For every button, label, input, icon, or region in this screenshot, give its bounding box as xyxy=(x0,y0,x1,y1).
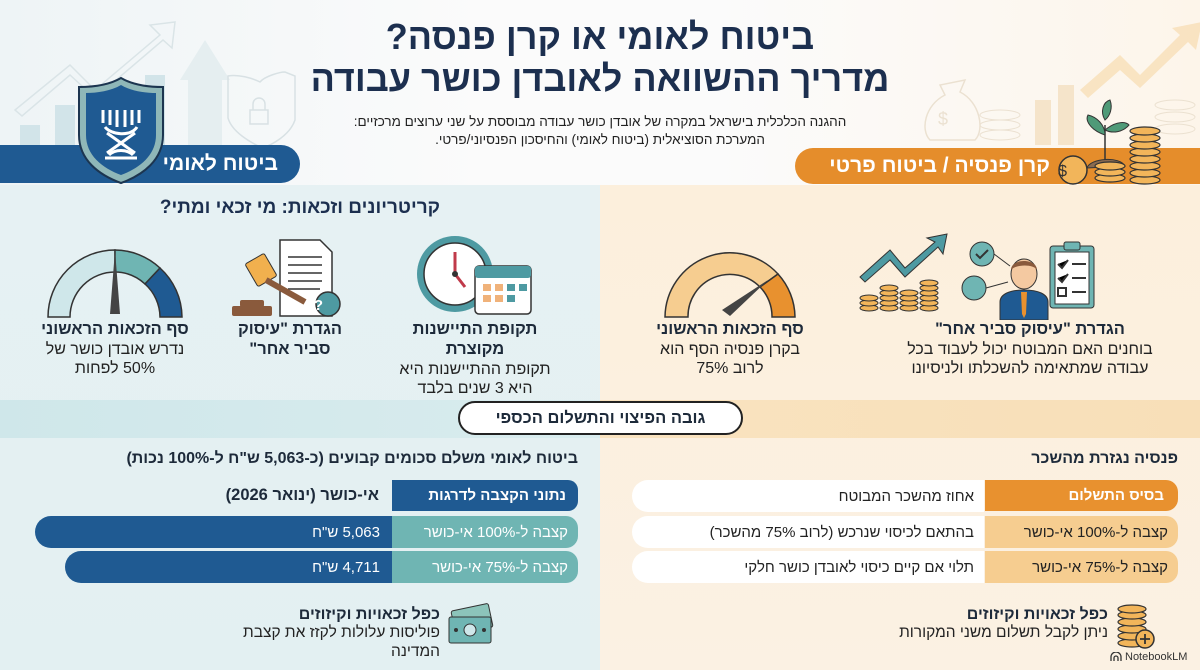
coins-growth-icon xyxy=(859,233,948,312)
cash-bills-icon xyxy=(448,603,494,644)
criteria-item-threshold-private: סף הזכאות הראשוני בקרן פנסיה הסף הוא לרו… xyxy=(650,232,810,378)
criteria-text: 50% לפחות xyxy=(74,359,156,377)
criteria-heading: סף הזכאות הראשוני xyxy=(41,320,189,338)
left-table-row-label: קצבה ל-75% אי-כושר xyxy=(392,551,578,583)
footnote-heading: כפל זכאויות וקיזוזים xyxy=(298,606,440,623)
national-insurance-title: ביטוח לאומי xyxy=(162,152,278,175)
criteria-item-reasonable-job-private: הגדרת "עיסוק סביר אחר" בוחנים האם המבוטח… xyxy=(880,232,1180,378)
criteria-text: תקופת ההתיישנות היא xyxy=(399,360,551,378)
pension-fund-title: קרן פנסיה / ביטוח פרטי xyxy=(829,154,1050,177)
money-growth-decor-icon: $ xyxy=(924,22,1200,145)
criteria-heading-cont: סביר אחר" xyxy=(249,339,331,358)
subtitle-line-1: ההגנה הכלכלית בישראל במקרה של אובדן כושר… xyxy=(353,114,847,129)
footnote-text: ניתן לקבל תשלום משני המקורות xyxy=(899,624,1108,642)
gauge-icon xyxy=(47,249,183,318)
page-title: ביטוח לאומי או קרן פנסה? מדריך ההשוואה ל… xyxy=(300,18,900,98)
person-checklist-icon xyxy=(961,241,1095,320)
right-payment-heading: פנסיה נגזרת מהשכר xyxy=(1031,450,1178,467)
right-footnote: כפל זכאויות וקיזוזים ניתן לקבל תשלום משנ… xyxy=(860,605,1108,643)
left-table-row-bar: 5,063 ש"ח xyxy=(35,516,392,548)
svg-text:$: $ xyxy=(938,109,948,129)
gavel-document-icon: ? xyxy=(232,239,341,317)
notebooklm-brand: NotebookLM xyxy=(1110,651,1187,663)
criteria-heading: הגדרת "עיסוק xyxy=(237,320,343,338)
criteria-text: בוחנים האם המבוטח יכול לעבוד בכל xyxy=(907,340,1153,358)
criteria-item-statute: תקופת התיישנות מקוצרת תקופת ההתיישנות הי… xyxy=(385,232,565,398)
right-table-row-label: קצבה ל-75% אי-כושר xyxy=(985,551,1178,583)
criteria-text: נדרש אובדן כושר של xyxy=(45,340,185,358)
coins-plant-icon: $ xyxy=(1058,99,1161,185)
footnote-heading: כפל זכאויות וקיזוזים xyxy=(966,606,1108,623)
brand-label: NotebookLM xyxy=(1125,651,1188,663)
subtitle-line-2: המערכת הסוציאלית (ביטוח לאומי) והחיסכון … xyxy=(435,132,765,148)
criteria-heading: הגדרת "עיסוק סביר אחר" xyxy=(935,320,1125,338)
compensation-section-label: גובה הפיצוי והתשלום הכספי xyxy=(495,408,706,427)
criteria-text: בקרן פנסיה הסף הוא xyxy=(660,340,800,358)
right-table-header-value: אחוז מהשכר המבוטח xyxy=(632,480,984,512)
criteria-text: עבודה שמתאימה להשכלתו ולניסיונו xyxy=(911,359,1149,377)
left-table-row-label: קצבה ל-100% אי-כושר xyxy=(392,516,578,548)
title-line-2: מדריך ההשוואה לאובדן כושר עבודה xyxy=(310,57,890,99)
compensation-section-pill: גובה הפיצוי והתשלום הכספי xyxy=(458,401,743,435)
coins-plus-icon xyxy=(1117,604,1155,649)
gauge-orange-icon xyxy=(664,252,796,318)
left-footnote: כפל זכאויות וקיזוזים פוליסות עלולות לקזז… xyxy=(195,605,440,661)
left-table-row-bar: 4,711 ש"ח xyxy=(65,551,392,583)
clock-calendar-icon xyxy=(417,236,532,315)
right-table-row-label: קצבה ל-100% אי-כושר xyxy=(985,516,1178,548)
footnote-text: פוליסות עלולות לקזז את קצבת המדינה xyxy=(243,624,440,660)
left-payment-heading: ביטוח לאומי משלם סכומים קבועים (כ-5,063 … xyxy=(126,450,578,467)
criteria-item-reasonable-job: ? הגדרת "עיסוק סביר אחר" xyxy=(225,232,355,360)
left-table-header-label: נתוני הקצבה לדרגות xyxy=(392,480,578,511)
svg-text:$: $ xyxy=(1058,163,1067,180)
criteria-title: קריטריונים וזכאות: מי זכאי ומתי? xyxy=(159,197,441,218)
criteria-text: לרוב 75% xyxy=(696,359,764,377)
criteria-heading: סף הזכאות הראשוני xyxy=(656,320,804,338)
title-line-1: ביטוח לאומי או קרן פנסה? xyxy=(385,16,815,57)
notebooklm-logo-icon xyxy=(1110,652,1122,661)
criteria-text: היא 3 שנים בלבד xyxy=(417,379,533,397)
right-table-header-label: בסיס התשלום xyxy=(985,480,1178,511)
criteria-item-threshold: סף הזכאות הראשוני נדרש אובדן כושר של 50%… xyxy=(30,232,200,378)
subtitle: ההגנה הכלכלית בישראל במקרה של אובדן כושר… xyxy=(300,113,900,149)
right-table-row-value: בהתאם לכיסוי שנרכש (לרוב 75% מהשכר) xyxy=(632,516,984,548)
right-table-row-value: תלוי אם קיים כיסוי לאובדן כושר חלקי xyxy=(632,551,984,583)
national-insurance-shield-icon xyxy=(78,76,164,185)
left-table-header-value: אי-כושר (ינואר 2026) xyxy=(225,486,379,504)
svg-text:?: ? xyxy=(314,297,323,314)
criteria-heading: תקופת התיישנות מקוצרת xyxy=(412,320,538,358)
